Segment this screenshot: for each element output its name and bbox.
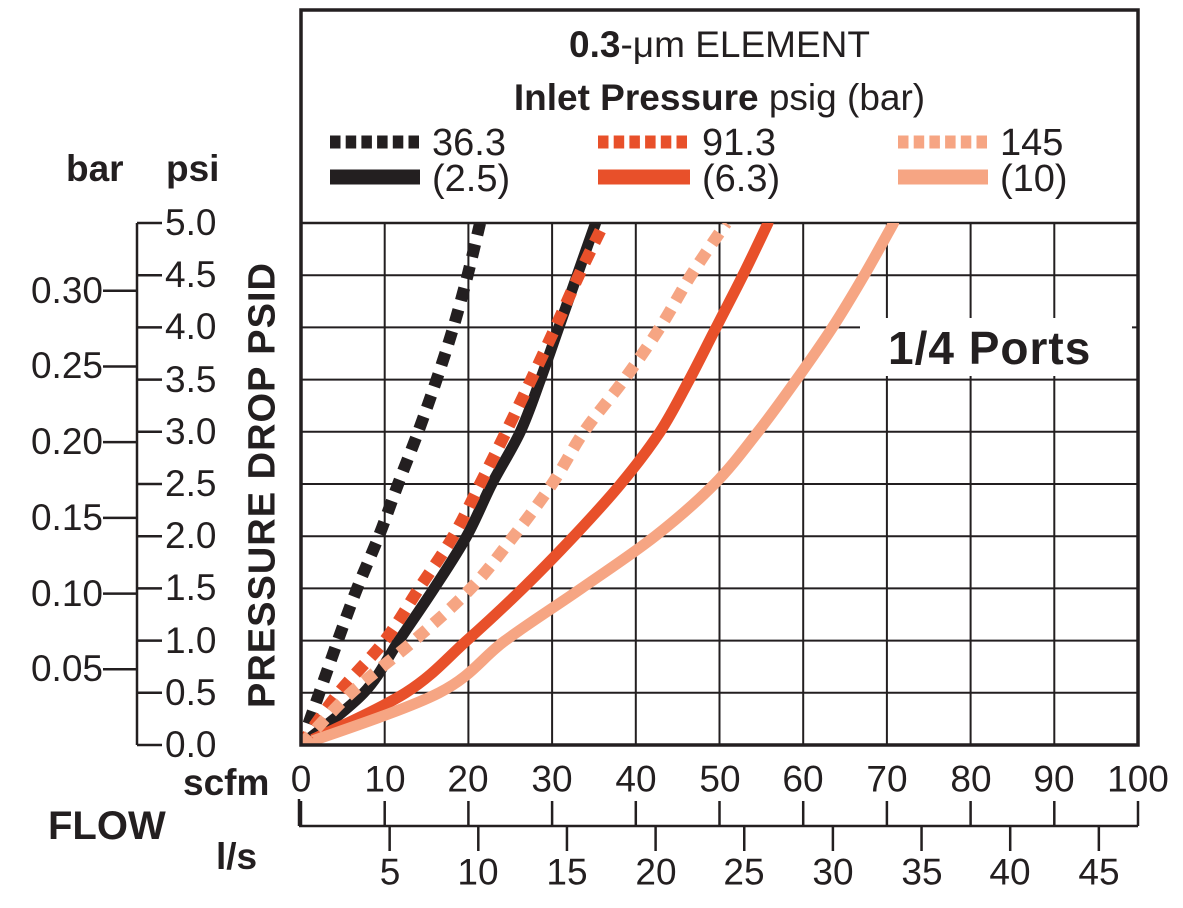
curve-91.3psig-dotted: [301, 223, 610, 745]
psi-tick-label-1.5: 1.5: [165, 566, 217, 608]
bar-tick-label-0.20: 0.20: [30, 420, 103, 462]
scfm-tick-label-70: 70: [866, 758, 908, 800]
curve-145psig-solid: [301, 223, 900, 745]
scfm-tick-label-60: 60: [782, 758, 824, 800]
ls-tick-label-20: 20: [635, 851, 677, 893]
psi-tick-label-3.0: 3.0: [165, 410, 217, 452]
curve-145psig-dotted: [301, 223, 732, 745]
chart-frame: [299, 8, 1140, 747]
ls-tick-label-35: 35: [901, 851, 943, 893]
psi-tick-label-0.0: 0.0: [165, 723, 217, 765]
ls-tick-label-10: 10: [457, 851, 499, 893]
chart-title-bold: 0.3: [569, 24, 621, 65]
ls-tick-label-45: 45: [1078, 851, 1120, 893]
port-size-annotation: 1/4 Ports: [888, 322, 1092, 374]
scfm-axis-header: scfm: [183, 762, 270, 803]
scfm-tick-label-0: 0: [290, 758, 312, 800]
curve-36.3psig-dotted: [301, 223, 486, 745]
scfm-tick-label-50: 50: [699, 758, 741, 800]
bar-tick-label-0.30: 0.30: [30, 269, 103, 311]
ls-axis-header: l/s: [216, 836, 258, 877]
ls-tick-label-5: 5: [379, 851, 401, 893]
psi-tick-label-4.5: 4.5: [165, 253, 217, 295]
chart-subtitle-bold: Inlet Pressure: [513, 77, 759, 118]
psi-tick-label-1.0: 1.0: [165, 619, 217, 661]
psi-tick-label-0.5: 0.5: [165, 671, 217, 713]
flow-axis-label: FLOW: [48, 804, 166, 848]
legend-psig-label-145: 145: [1000, 122, 1064, 164]
chart-subtitle-rest: psig (bar): [758, 77, 926, 118]
chart-subtitle: Inlet Pressure psig (bar): [301, 77, 1138, 119]
chart-title-rest: -μm ELEMENT: [620, 24, 870, 65]
psi-tick-label-2.0: 2.0: [165, 514, 217, 556]
curve-91.3psig-solid: [301, 223, 774, 745]
ls-tick-label-25: 25: [723, 851, 765, 893]
bar-axis-header: bar: [66, 148, 124, 189]
legend-bar-label-36.3: (2.5): [432, 158, 511, 200]
psi-axis-header: psi: [166, 148, 220, 189]
scfm-tick-label-30: 30: [531, 758, 573, 800]
scfm-tick-label-40: 40: [615, 758, 657, 800]
pressure-drop-axis-label: PRESSURE DROP PSID: [241, 262, 284, 708]
bar-tick-label-0.25: 0.25: [30, 344, 103, 386]
bar-tick-label-0.10: 0.10: [30, 572, 103, 614]
psi-tick-label-4.0: 4.0: [165, 305, 217, 347]
scfm-tick-label-20: 20: [447, 758, 489, 800]
bar-tick-label-0.15: 0.15: [30, 496, 103, 538]
legend-psig-label-91.3: 91.3: [702, 122, 776, 164]
scfm-tick-label-100: 100: [1107, 758, 1169, 800]
psi-tick-label-3.5: 3.5: [165, 358, 217, 400]
legend-psig-label-36.3: 36.3: [432, 122, 506, 164]
legend-bar-label-91.3: (6.3): [702, 158, 781, 200]
ls-tick-label-40: 40: [989, 851, 1031, 893]
psi-tick-label-5.0: 5.0: [165, 201, 217, 243]
bar-tick-label-0.05: 0.05: [30, 647, 103, 689]
chart-title: 0.3-μm ELEMENT: [301, 24, 1138, 66]
scfm-tick-label-80: 80: [950, 758, 992, 800]
legend-bar-label-145: (10): [1000, 158, 1068, 200]
ls-tick-label-15: 15: [546, 851, 588, 893]
scfm-tick-label-90: 90: [1033, 758, 1075, 800]
scfm-tick-label-10: 10: [364, 758, 406, 800]
ls-tick-label-30: 30: [812, 851, 854, 893]
annotation-mask: [860, 318, 1132, 376]
psi-tick-label-2.5: 2.5: [165, 462, 217, 504]
